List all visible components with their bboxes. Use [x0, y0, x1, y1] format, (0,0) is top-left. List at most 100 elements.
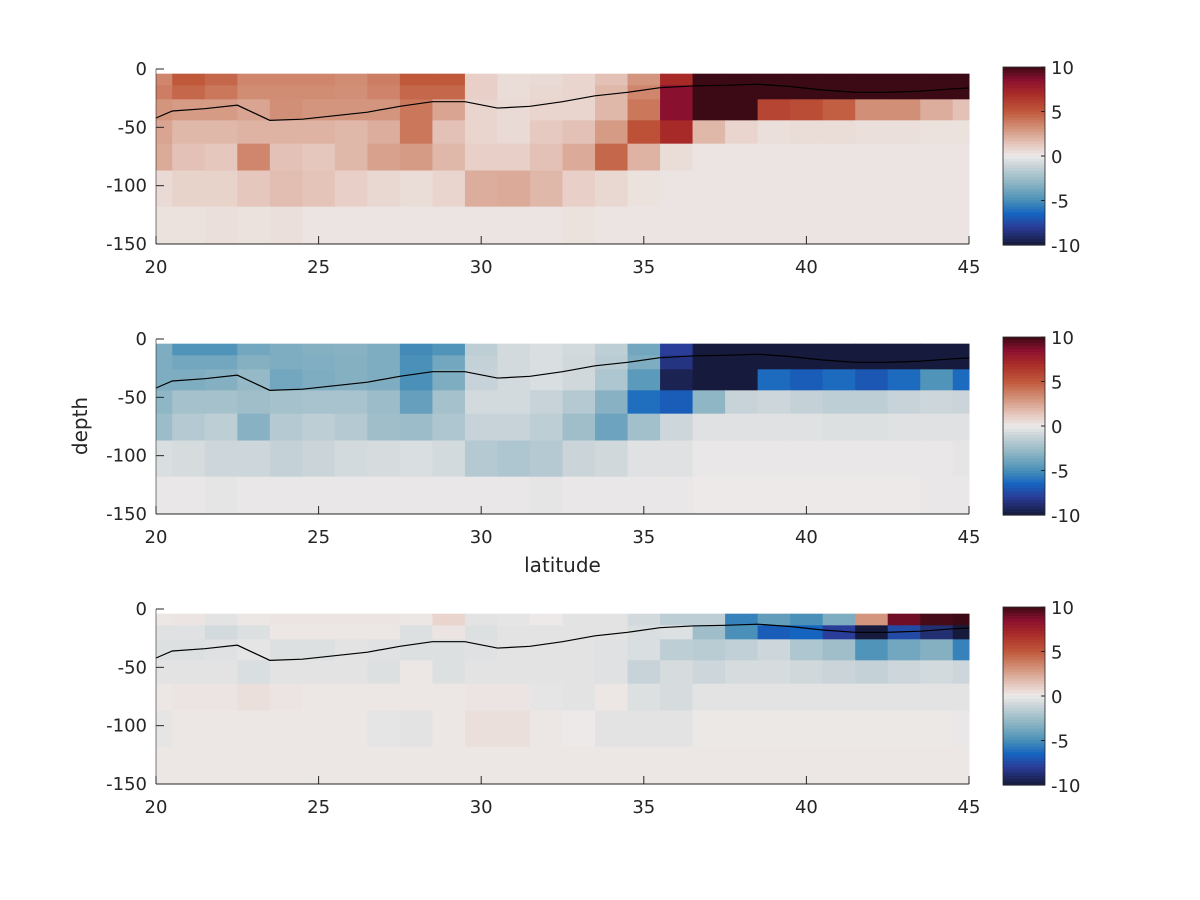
colorbar-swatch [1003, 663, 1045, 667]
heatmap-cell [660, 476, 694, 515]
colorbar-swatch [1003, 716, 1045, 721]
heatmap-cell [269, 170, 303, 208]
colorbar-swatch [1003, 773, 1045, 777]
heatmap-cell [855, 413, 889, 441]
heatmap-cell [725, 170, 759, 208]
heatmap-cell [237, 413, 271, 441]
heatmap-cell [367, 440, 401, 478]
colorbar-swatch [1003, 161, 1045, 166]
colorbar-swatch [1003, 176, 1045, 181]
colorbar-swatch [1003, 707, 1045, 712]
heatmap-cell [269, 120, 303, 145]
colorbar-tick-label: 10 [1051, 58, 1074, 79]
heatmap-cell [497, 85, 531, 100]
y-tick-label: -50 [118, 387, 147, 408]
heatmap-cell [757, 710, 791, 748]
heatmap-cell [204, 710, 238, 748]
heatmap-cell [237, 120, 271, 145]
y-axis-label: depth [68, 397, 92, 455]
heatmap-cell [334, 120, 368, 145]
heatmap-cell [627, 613, 661, 626]
heatmap-cell [822, 390, 856, 415]
heatmap-cell [432, 369, 466, 391]
heatmap-cell [855, 746, 889, 785]
heatmap-cell [952, 85, 970, 100]
heatmap-cell [562, 99, 596, 121]
heatmap-cell [757, 85, 791, 100]
colorbar-swatch [1003, 669, 1045, 673]
heatmap-cell [627, 143, 661, 171]
colorbar-swatch [1003, 719, 1045, 724]
heatmap-cell [920, 206, 954, 245]
colorbar-swatch [1003, 366, 1045, 371]
heatmap-cell [692, 613, 726, 626]
heatmap-cell [302, 120, 336, 145]
heatmap-cell [399, 143, 433, 171]
heatmap-cell [156, 613, 173, 626]
heatmap-cell [497, 170, 531, 208]
heatmap-cell [595, 343, 629, 356]
colorbar-swatch [1003, 179, 1045, 184]
heatmap-cell [529, 710, 563, 748]
heatmap-cell [757, 143, 791, 171]
heatmap-cell [497, 143, 531, 171]
heatmap-cell [627, 413, 661, 441]
colorbar-swatch [1003, 339, 1045, 344]
heatmap-cell [822, 143, 856, 171]
colorbar-swatch [1003, 746, 1045, 750]
heatmap-cell [627, 440, 661, 478]
heatmap-cell [855, 613, 889, 626]
heatmap-cell [887, 170, 921, 208]
heatmap-cell [725, 746, 759, 785]
heatmap-cell [269, 625, 303, 640]
heatmap-cell [595, 206, 629, 245]
heatmap-cell [204, 625, 238, 640]
heatmap-cell [432, 390, 466, 415]
heatmap-cell [822, 710, 856, 748]
x-tick-label: 35 [632, 257, 655, 278]
heatmap-cell [725, 639, 759, 661]
colorbar-swatch [1003, 117, 1045, 121]
colorbar-swatch [1003, 387, 1045, 391]
heatmap-cell [595, 683, 629, 711]
heatmap-cell [237, 639, 271, 661]
colorbar-swatch [1003, 506, 1045, 510]
heatmap-cell [952, 343, 970, 356]
heatmap-cell [562, 143, 596, 171]
heatmap-cell [757, 355, 791, 370]
heatmap-cell [367, 710, 401, 748]
colorbar-swatch [1003, 648, 1045, 653]
colorbar-swatch [1003, 156, 1045, 160]
heatmap-cell [432, 625, 466, 640]
heatmap-cell [855, 120, 889, 145]
heatmap-cell [464, 639, 498, 661]
heatmap-cell [692, 99, 726, 121]
heatmap-cell [920, 343, 954, 356]
colorbar-swatch [1003, 105, 1045, 110]
heatmap-cell [497, 99, 531, 121]
heatmap-cell [822, 440, 856, 478]
y-tick-label: 0 [136, 59, 147, 80]
colorbar-swatch [1003, 770, 1045, 774]
heatmap-cell [660, 710, 694, 748]
heatmap-cell [464, 613, 498, 626]
heatmap-cell [562, 73, 596, 86]
panel-1: 20 25 30 35 40 45 0 -50 -100 -150 [106, 59, 980, 278]
heatmap-cell [172, 710, 206, 748]
heatmap-cell [855, 343, 889, 356]
heatmap-cell [692, 413, 726, 441]
heatmap-cell [725, 390, 759, 415]
colorbar-swatch [1003, 437, 1045, 442]
heatmap-cell [334, 660, 368, 685]
x-tick-label: 30 [470, 257, 493, 278]
heatmap-cell [692, 73, 726, 86]
heatmap-cell [887, 343, 921, 356]
colorbar-swatch [1003, 458, 1045, 463]
x-tick-label: 45 [958, 797, 981, 818]
mixed-layer-line [155, 623, 970, 661]
heatmap-cell [432, 413, 466, 441]
heatmap-cell [562, 170, 596, 208]
heatmap-cell [725, 710, 759, 748]
colorbar-swatch [1003, 378, 1045, 383]
heatmap-cell [204, 639, 238, 661]
